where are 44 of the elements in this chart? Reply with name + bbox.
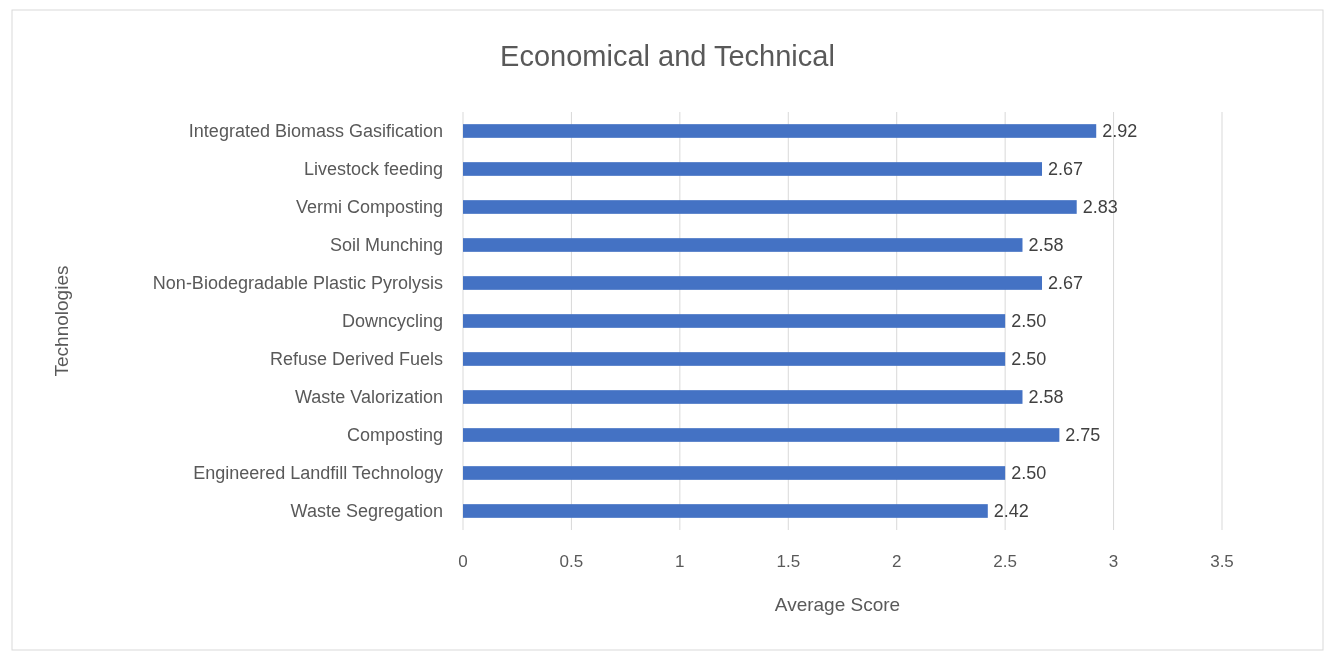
y-tick-label: Downcycling xyxy=(341,311,443,331)
y-tick-label: Refuse Derived Fuels xyxy=(269,349,443,369)
bar xyxy=(463,352,1006,366)
data-label: 2.50 xyxy=(1011,311,1047,331)
bar xyxy=(463,276,1043,290)
x-tick-label: 2 xyxy=(891,552,902,571)
bar xyxy=(463,428,1060,442)
y-tick-label: Non-Biodegradable Plastic Pyrolysis xyxy=(152,273,443,293)
data-label: 2.58 xyxy=(1028,387,1064,407)
bar xyxy=(463,162,1043,176)
data-label: 2.67 xyxy=(1048,159,1084,179)
x-tick-label: 3 xyxy=(1108,552,1119,571)
x-tick-label: 3.5 xyxy=(1210,552,1234,571)
bar xyxy=(463,314,1006,328)
x-tick-label: 0 xyxy=(458,552,468,571)
y-tick-label: Soil Munching xyxy=(329,235,443,255)
x-tick-label: 2.5 xyxy=(993,552,1017,571)
y-tick-label: Integrated Biomass Gasification xyxy=(188,121,443,141)
y-tick-label: Composting xyxy=(346,425,443,445)
data-label: 2.50 xyxy=(1011,463,1047,483)
x-axis-title: Average Score xyxy=(774,594,901,615)
data-label: 2.83 xyxy=(1082,197,1118,217)
data-label: 2.92 xyxy=(1102,121,1138,141)
data-label: 2.50 xyxy=(1011,349,1047,369)
bar xyxy=(463,238,1023,252)
data-label: 2.67 xyxy=(1048,273,1084,293)
bar xyxy=(463,124,1097,138)
bar xyxy=(463,504,988,518)
y-tick-label: Engineered Landfill Technology xyxy=(193,463,443,483)
y-tick-label: Waste Valorization xyxy=(294,387,443,407)
bar xyxy=(463,466,1006,480)
y-tick-label: Waste Segregation xyxy=(290,501,443,521)
x-tick-label: 0.5 xyxy=(559,552,584,571)
x-tick-label: 1.5 xyxy=(776,552,801,571)
bar xyxy=(463,390,1023,404)
y-axis-title: Technologies xyxy=(51,265,72,377)
chart-title: Economical and Technical xyxy=(500,40,835,72)
data-label: 2.75 xyxy=(1065,425,1101,445)
x-tick-label: 1 xyxy=(675,552,685,571)
y-tick-label: Vermi Composting xyxy=(295,197,443,217)
bar xyxy=(463,200,1077,214)
data-label: 2.58 xyxy=(1028,235,1064,255)
data-label: 2.42 xyxy=(993,501,1029,521)
y-tick-label: Livestock feeding xyxy=(303,159,443,179)
